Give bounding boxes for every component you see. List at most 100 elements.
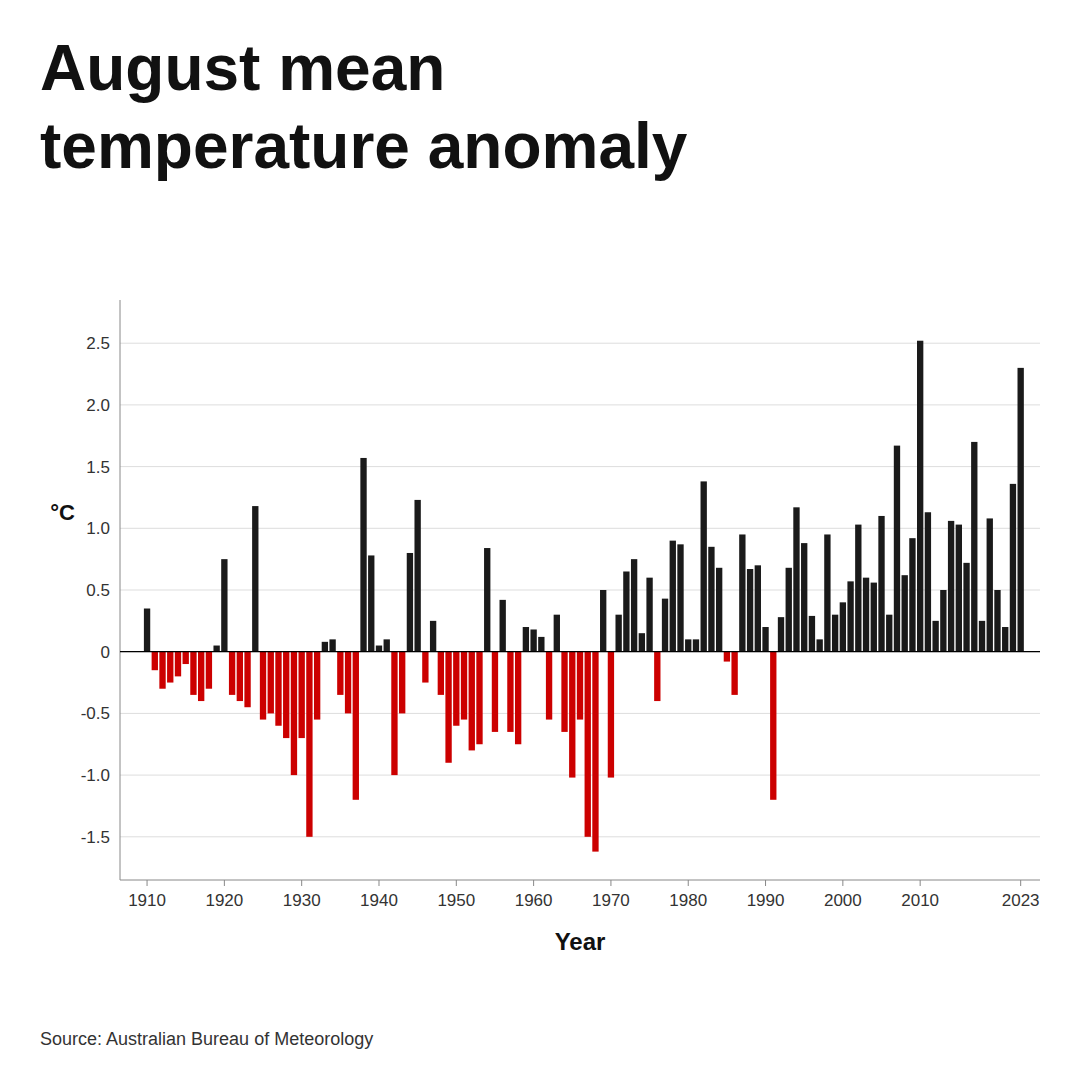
x-tick-label: 1940 xyxy=(360,891,398,910)
bar xyxy=(523,627,529,652)
bar xyxy=(422,652,428,683)
bar xyxy=(878,516,884,652)
bar xyxy=(708,547,714,652)
bar xyxy=(886,615,892,652)
bar xyxy=(530,629,536,651)
x-tick-label: 1970 xyxy=(592,891,630,910)
bar xyxy=(902,575,908,652)
bar xyxy=(252,506,258,652)
y-axis-label: °C xyxy=(50,500,75,525)
bar xyxy=(221,559,227,652)
bar xyxy=(275,652,281,726)
bar xyxy=(739,534,745,651)
bar xyxy=(283,652,289,738)
bar xyxy=(963,563,969,652)
bar xyxy=(956,525,962,652)
grid-line xyxy=(120,343,1040,344)
bar xyxy=(816,639,822,651)
bar xyxy=(461,652,467,720)
bar xyxy=(538,637,544,652)
bar xyxy=(368,555,374,651)
bar xyxy=(940,590,946,652)
bar xyxy=(809,616,815,652)
bar xyxy=(476,652,482,745)
bar xyxy=(561,652,567,732)
bar xyxy=(646,578,652,652)
bar xyxy=(314,652,320,720)
bar xyxy=(322,642,328,652)
y-tick-label: 2.0 xyxy=(86,396,110,415)
bar xyxy=(244,652,250,708)
x-ticks: 1910192019301940195019601970198019902000… xyxy=(128,880,1039,910)
x-tick xyxy=(920,880,921,886)
bar xyxy=(453,652,459,726)
grid-line xyxy=(120,651,1040,652)
x-tick-label: 2023 xyxy=(1002,891,1040,910)
bar xyxy=(731,652,737,695)
bar xyxy=(577,652,583,720)
x-tick xyxy=(1020,880,1021,886)
x-tick-label: 1920 xyxy=(205,891,243,910)
y-tick-label: -1.5 xyxy=(81,828,110,847)
source: Source: Australian Bureau of Meteorology xyxy=(40,1029,373,1049)
bar xyxy=(329,639,335,651)
x-tick xyxy=(765,880,766,886)
bar xyxy=(585,652,591,837)
y-tick-labels: -1.5-1.0-0.500.51.01.52.02.5 xyxy=(81,334,110,847)
bar xyxy=(747,569,753,652)
title: temperature anomaly xyxy=(40,110,688,182)
y-tick-label: 2.5 xyxy=(86,334,110,353)
zero-line xyxy=(120,651,1040,652)
bar xyxy=(159,652,165,689)
x-tick xyxy=(533,880,534,886)
x-tick xyxy=(301,880,302,886)
bar xyxy=(948,521,954,652)
bar xyxy=(724,652,730,662)
bar xyxy=(391,652,397,775)
bar xyxy=(407,553,413,652)
x-tick xyxy=(610,880,611,886)
bar xyxy=(237,652,243,701)
bar xyxy=(492,652,498,732)
bar xyxy=(360,458,366,652)
title-group: August meantemperature anomaly xyxy=(40,32,688,182)
bar xyxy=(414,500,420,652)
bar xyxy=(623,571,629,651)
bar xyxy=(925,512,931,651)
bar xyxy=(987,518,993,651)
bar xyxy=(546,652,552,720)
bar xyxy=(213,646,219,652)
x-tick-label: 1990 xyxy=(747,891,785,910)
bar xyxy=(515,652,521,745)
bar xyxy=(445,652,451,763)
grid-line xyxy=(120,836,1040,837)
bar xyxy=(198,652,204,701)
bars xyxy=(144,341,1024,852)
bar xyxy=(979,621,985,652)
bar xyxy=(654,652,660,701)
bar xyxy=(693,639,699,651)
bar xyxy=(1010,484,1016,652)
bar xyxy=(909,538,915,652)
y-tick-label: -0.5 xyxy=(81,704,110,723)
bar xyxy=(670,541,676,652)
bar xyxy=(592,652,598,852)
bar xyxy=(500,600,506,652)
y-grid xyxy=(120,343,1040,837)
bar xyxy=(291,652,297,775)
bar xyxy=(677,544,683,651)
x-tick-label: 1930 xyxy=(283,891,321,910)
bar xyxy=(863,578,869,652)
x-tick xyxy=(842,880,843,886)
x-tick-label: 1960 xyxy=(515,891,553,910)
bar xyxy=(1002,627,1008,652)
bar xyxy=(469,652,475,751)
chart-svg: August meantemperature anomaly-1.5-1.0-0… xyxy=(0,0,1080,1080)
bar xyxy=(847,581,853,651)
bar xyxy=(384,639,390,651)
bar xyxy=(917,341,923,652)
bar xyxy=(268,652,274,714)
bar xyxy=(206,652,212,689)
x-tick-label: 1980 xyxy=(669,891,707,910)
bar xyxy=(376,646,382,652)
